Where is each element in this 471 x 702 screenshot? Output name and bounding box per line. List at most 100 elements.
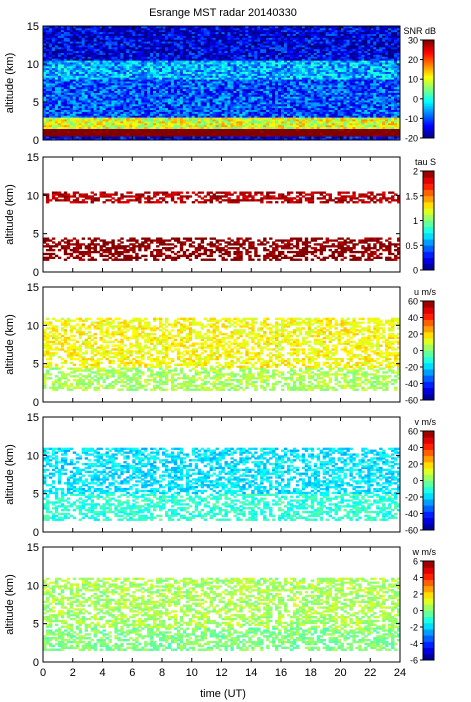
heatmap-cell (111, 60, 115, 63)
heatmap-cell (111, 73, 115, 76)
heatmap-cell (138, 119, 142, 122)
heatmap-cell (322, 122, 327, 126)
heatmap-cell (69, 77, 74, 80)
heatmap-cell (117, 105, 121, 109)
heatmap-cell (364, 84, 368, 88)
heatmap-cell (206, 138, 211, 141)
heatmap-cell (230, 132, 234, 135)
heatmap-cell (147, 64, 151, 67)
heatmap-cell (322, 88, 327, 91)
heatmap-cell (63, 102, 68, 105)
heatmap-cell (301, 98, 306, 101)
heatmap-cell (233, 117, 237, 120)
heatmap-cell (75, 90, 80, 93)
heatmap-cell (126, 69, 130, 72)
heatmap-cell (337, 132, 341, 135)
heatmap-cell (102, 103, 106, 107)
heatmap-cell (239, 138, 243, 141)
heatmap-cell (385, 98, 389, 101)
heatmap-cell (269, 105, 273, 109)
heatmap-cell (141, 75, 145, 78)
heatmap-cell (60, 126, 65, 129)
heatmap-cell (75, 64, 80, 67)
heatmap-cell (120, 62, 124, 65)
heatmap-cell (254, 86, 258, 90)
heatmap-cell (96, 71, 100, 74)
heatmap-cell (111, 115, 115, 118)
heatmap-cell (340, 124, 344, 128)
heatmap-cell (170, 119, 175, 122)
heatmap-cell (304, 62, 309, 65)
heatmap-cell (349, 103, 353, 107)
heatmap-cell (215, 96, 219, 99)
heatmap-cell (275, 113, 279, 116)
heatmap-cell (331, 128, 335, 131)
heatmap-cell (129, 100, 133, 103)
heatmap-cell (281, 109, 285, 112)
heatmap-cell (334, 136, 338, 139)
heatmap-cell (45, 65, 50, 69)
heatmap-cell (269, 128, 273, 131)
heatmap-cell (123, 65, 127, 69)
heatmap-cell (364, 77, 368, 80)
heatmap-cell (108, 62, 112, 65)
heatmap-cell (325, 109, 330, 112)
heatmap-cell (310, 88, 315, 91)
heatmap-cell (144, 60, 148, 63)
heatmap-cell (120, 84, 124, 88)
heatmap-cell (304, 130, 309, 133)
heatmap-cell (81, 75, 86, 78)
heatmap-cell (260, 83, 264, 86)
heatmap-cell (185, 65, 190, 69)
heatmap-cell (355, 134, 359, 137)
heatmap-cell (90, 132, 94, 135)
heatmap-cell (328, 64, 332, 67)
heatmap-cell (45, 62, 50, 65)
heatmap-cell (45, 119, 50, 122)
heatmap-cell (162, 84, 166, 88)
heatmap-cell (352, 84, 356, 88)
heatmap-cell (84, 121, 89, 124)
heatmap-cell (159, 124, 163, 128)
heatmap-cell (281, 102, 285, 105)
heatmap-cell (108, 115, 112, 118)
heatmap-cell (117, 60, 121, 63)
heatmap-cell (361, 69, 365, 72)
heatmap-cell (170, 138, 175, 141)
heatmap-cell (191, 73, 196, 76)
heatmap-cell (319, 136, 324, 139)
heatmap-cell (283, 132, 288, 135)
heatmap-cell (72, 102, 77, 105)
heatmap-cell (63, 62, 68, 65)
heatmap-cell (150, 73, 154, 76)
heatmap-cell (236, 86, 240, 90)
heatmap-cell (203, 88, 208, 91)
heatmap-cell (197, 100, 202, 103)
heatmap-cell (60, 107, 65, 110)
heatmap-cell (367, 126, 371, 129)
heatmap-cell (197, 60, 202, 63)
heatmap-cell (200, 73, 205, 76)
heatmap-cell (173, 115, 178, 118)
heatmap-cell (117, 126, 121, 129)
heatmap-cell (343, 92, 347, 95)
heatmap-cell (144, 128, 148, 131)
heatmap-cell (224, 88, 228, 91)
heatmap-cell (257, 88, 261, 91)
heatmap-cell (227, 122, 231, 126)
heatmap-cell (269, 96, 273, 99)
heatmap-cell (385, 132, 389, 135)
heatmap-cell (352, 100, 356, 103)
heatmap-cell (215, 126, 219, 129)
heatmap-cell (206, 124, 211, 128)
heatmap-cell (236, 126, 240, 129)
heatmap-cell (278, 75, 282, 78)
heatmap-cell (313, 62, 318, 65)
heatmap-cell (164, 119, 169, 122)
heatmap-cell (57, 126, 62, 129)
heatmap-cell (263, 94, 267, 97)
heatmap-cell (397, 81, 401, 84)
heatmap-cell (162, 86, 166, 90)
heatmap-cell (135, 134, 139, 137)
heatmap-cell (340, 73, 344, 76)
